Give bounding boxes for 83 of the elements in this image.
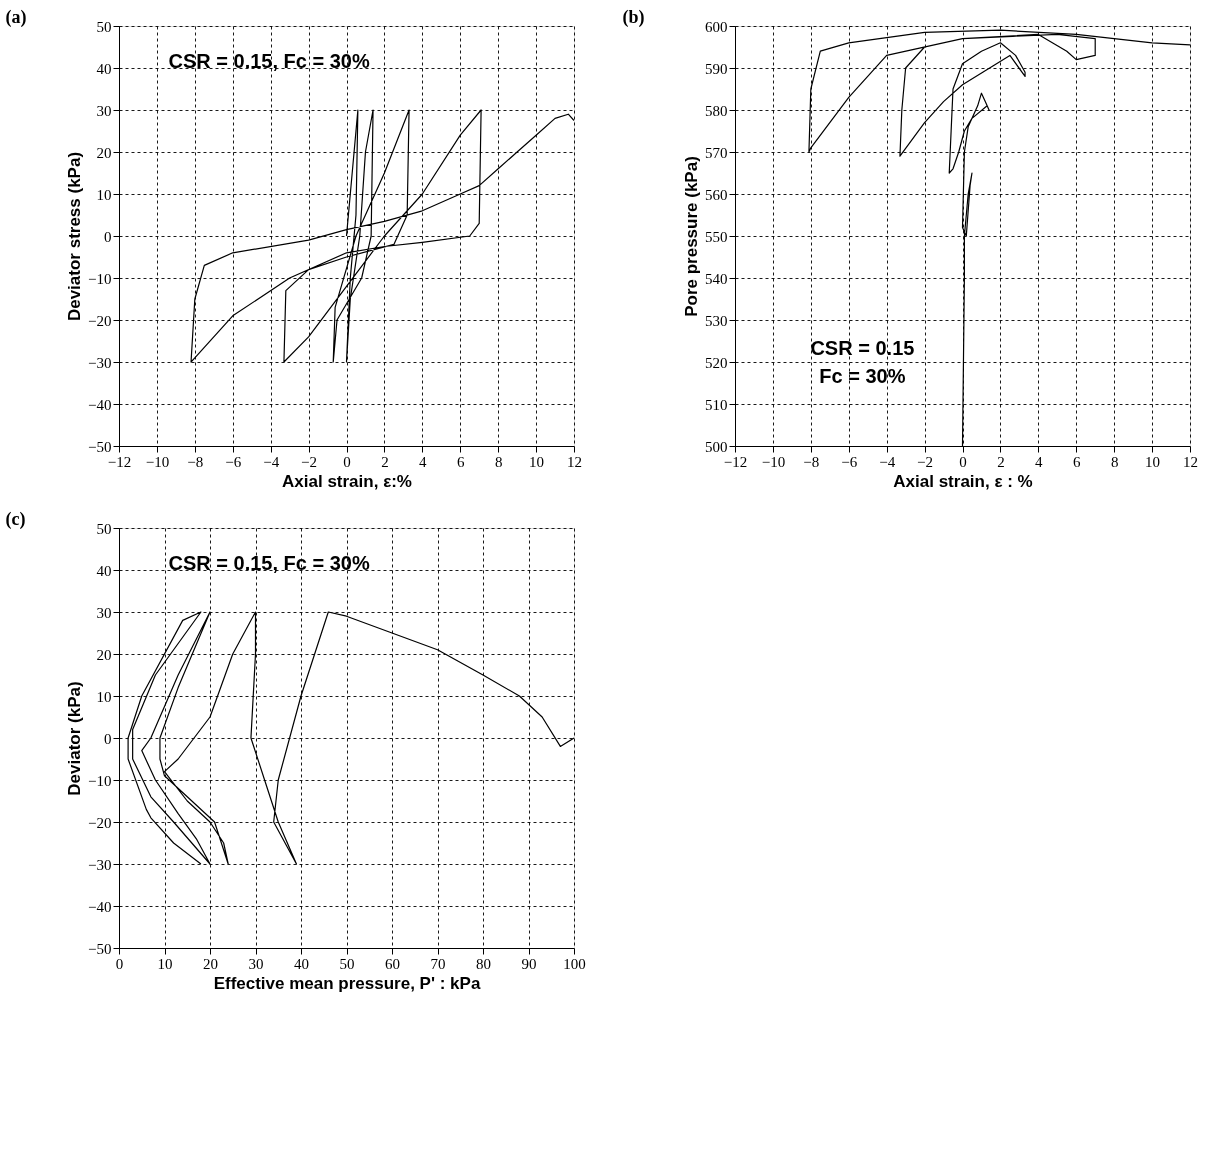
y-tick-label: −30 [88,856,112,873]
x-tick-label: 40 [294,955,309,972]
y-tick-label: 590 [705,60,728,77]
x-tick-label: −12 [107,453,132,470]
x-tick-label: 10 [1145,453,1161,470]
annotation: Fc = 30% [819,365,906,388]
x-tick-label: 80 [476,955,491,972]
x-axis-title: Axial strain, ε:% [282,471,412,491]
y-tick-label: 40 [96,562,112,579]
y-tick-label: 550 [705,228,728,245]
y-axis-title: Deviator stress (kPa) [65,151,85,322]
x-tick-label: 0 [959,453,967,470]
x-tick-label: 2 [997,453,1005,470]
chart-title: (c) [5,509,26,530]
x-tick-label: −4 [879,453,896,470]
y-tick-label: −50 [88,940,112,957]
chart-title: (b) [622,7,645,28]
y-tick-label: 50 [96,18,112,35]
x-tick-label: 90 [521,955,537,972]
x-tick-label: 70 [430,955,446,972]
x-tick-label: 6 [1073,453,1081,470]
x-tick-label: 4 [1035,453,1044,470]
y-tick-label: 530 [705,312,728,329]
chart-title: (a) [5,7,27,28]
x-tick-label: −6 [841,453,858,470]
x-tick-label: −10 [761,453,786,470]
y-tick-label: −40 [88,396,112,413]
annotation: CSR = 0.15, Fc = 30% [168,551,370,574]
y-tick-label: 560 [705,186,728,203]
y-axis-title: Deviator (kPa) [65,681,85,796]
y-tick-label: 0 [104,730,112,747]
x-tick-label: 60 [385,955,400,972]
x-tick-label: 8 [494,453,503,470]
x-axis-title: Effective mean pressure, P' : kPa [213,973,481,993]
x-tick-label: 10 [157,955,173,972]
y-tick-label: −40 [88,898,112,915]
x-tick-label: −8 [803,453,820,470]
y-tick-label: 30 [96,102,112,119]
x-tick-label: 100 [563,955,586,972]
x-tick-label: −4 [263,453,280,470]
y-tick-label: 0 [104,228,112,245]
y-tick-label: 580 [705,102,728,119]
y-tick-label: −20 [88,814,112,831]
y-tick-label: 10 [96,186,112,203]
y-tick-label: −10 [88,772,112,789]
x-tick-label: −2 [301,453,318,470]
y-tick-label: 30 [96,604,112,621]
x-tick-label: −8 [187,453,204,470]
annotation: CSR = 0.15 [810,337,915,360]
y-tick-label: −30 [88,354,112,371]
x-tick-label: −10 [145,453,170,470]
annotation: CSR = 0.15, Fc = 30% [168,49,370,72]
y-tick-label: 500 [705,438,728,455]
x-tick-label: −6 [225,453,242,470]
y-tick-label: 600 [705,18,728,35]
x-tick-label: 30 [248,955,264,972]
y-tick-label: −20 [88,312,112,329]
y-tick-label: 20 [96,646,112,663]
y-tick-label: 10 [96,688,112,705]
x-tick-label: 12 [567,453,582,470]
x-tick-label: 20 [203,955,218,972]
x-axis-title: Axial strain, ε : % [893,471,1033,491]
y-tick-label: 20 [96,144,112,161]
x-tick-label: 50 [339,955,355,972]
x-tick-label: 12 [1183,453,1198,470]
x-tick-label: 0 [115,955,124,972]
y-tick-label: 570 [705,144,728,161]
x-tick-label: 0 [343,453,351,470]
y-tick-label: −50 [88,438,112,455]
x-tick-label: 2 [381,453,389,470]
x-tick-label: −2 [917,453,934,470]
y-tick-label: 520 [705,354,728,371]
x-tick-label: 4 [419,453,428,470]
y-tick-label: 510 [705,396,728,413]
x-tick-label: −12 [723,453,748,470]
x-tick-label: 6 [457,453,465,470]
y-tick-label: −10 [88,270,112,287]
y-tick-label: 540 [705,270,728,287]
y-tick-label: 40 [96,60,112,77]
y-tick-label: 50 [96,520,112,537]
x-tick-label: 10 [529,453,545,470]
x-tick-label: 8 [1110,453,1119,470]
y-axis-title: Pore pressure (kPa) [682,156,701,317]
